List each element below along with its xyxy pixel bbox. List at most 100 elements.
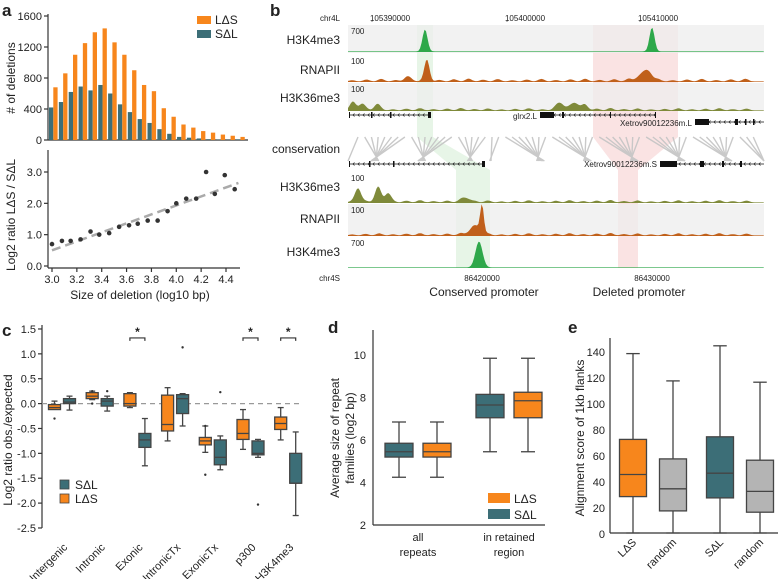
bar-SdL: [206, 139, 211, 140]
x-tick-label: Intergenic: [27, 541, 70, 579]
box-LdS-Intronic: [85, 389, 99, 405]
box: [618, 438, 648, 498]
exon: [540, 112, 554, 118]
data-point: [96, 232, 102, 237]
strand-arrow: [467, 162, 470, 166]
y-tick-label: 80: [593, 425, 605, 437]
box-random: [658, 380, 688, 534]
box-SdL-ExonicTx: [213, 390, 227, 471]
bar-LdS: [230, 135, 235, 140]
data-point: [88, 229, 93, 234]
exon: [393, 161, 395, 167]
strand-arrow: [638, 113, 641, 117]
x-tick-label: random: [731, 537, 766, 572]
bar-SdL: [108, 93, 113, 140]
conservation-link: [629, 136, 641, 162]
strand-arrow: [422, 113, 425, 117]
box: [422, 442, 452, 458]
strand-arrow: [452, 162, 455, 166]
y-tick-label: 3.0: [27, 167, 42, 179]
box-SdL-p300: [251, 438, 265, 506]
legend-label: SΔL: [215, 27, 238, 41]
conservation-link: [739, 136, 765, 162]
box-SdL-Intergenic: [62, 395, 77, 411]
strand-arrow: [427, 162, 430, 166]
bar-SdL: [137, 119, 142, 140]
chrom-label: chr4S: [319, 274, 340, 283]
box-SdL-Intronic: [100, 389, 114, 412]
strand-arrow: [748, 120, 751, 124]
y-tick-label: 60: [593, 451, 605, 463]
x-tick-label: p300: [233, 542, 259, 568]
significance-bracket: [280, 337, 297, 341]
box: [705, 436, 735, 499]
y-tick-label: 4: [360, 478, 366, 490]
strand-arrow: [367, 113, 370, 117]
y-tick-label: 1.0: [21, 349, 36, 361]
exon: [700, 161, 704, 167]
y-axis-label: # of deletions: [4, 42, 18, 113]
significance-star: *: [286, 325, 291, 339]
track-label: RNAPII: [300, 63, 340, 77]
conserved-promoter-label: Conserved promoter: [429, 285, 538, 299]
box: [289, 452, 303, 484]
y-tick-label: 8: [360, 393, 366, 405]
exon: [369, 161, 371, 167]
strand-arrow: [558, 113, 561, 117]
box-SdL-Exonic: [138, 417, 152, 467]
strand-arrow: [728, 120, 731, 124]
h3k36me3-S-signal: [348, 186, 764, 203]
strand-arrow: [743, 162, 746, 166]
y-tick-label: -1.0: [17, 448, 36, 460]
bar-LdS: [220, 134, 226, 140]
panel-letter-a: a: [2, 1, 12, 20]
data-point: [145, 218, 150, 223]
data-point: [183, 196, 189, 201]
panel-letter-e: e: [568, 318, 577, 337]
bar-SdL: [167, 133, 172, 140]
track-label: H3K4me3: [287, 245, 341, 259]
box-LdS-p300: [236, 408, 250, 451]
legend-swatch: [488, 509, 510, 519]
bar-SdL: [186, 137, 192, 140]
conservation-link: [466, 136, 486, 162]
strand-arrow: [618, 113, 621, 117]
strand-arrow: [407, 162, 410, 166]
data-point: [49, 241, 55, 247]
conservation-link: [417, 136, 453, 162]
bar-SdL: [98, 84, 103, 140]
box-LdS-IntronicTx: [160, 387, 175, 442]
gene-Xetrov-L: [695, 119, 764, 125]
y-tick-label: 0.0: [21, 399, 36, 411]
data-point: [59, 238, 65, 244]
y-tick-label: 2.0: [27, 198, 42, 210]
legend-swatch: [59, 493, 70, 504]
exon: [745, 119, 747, 125]
track-scale: 700: [351, 239, 365, 248]
significance-bracket: [242, 337, 259, 341]
x-tick-label: LΔS: [616, 537, 639, 560]
exon: [655, 112, 656, 118]
strand-arrow: [402, 113, 405, 117]
h3k4me3-S-signal: [348, 241, 764, 268]
legend-label: LΔS: [215, 13, 238, 27]
outlier-point: [181, 346, 184, 349]
significance-bracket: [129, 337, 146, 341]
strand-arrow: [392, 113, 395, 117]
strand-arrow: [402, 162, 405, 166]
panel-c: -2.5 -2.0 -1.5 -1.0 -0.5 0.0 0.5 1.0 1.5 Log2 rat…: [1, 324, 303, 579]
bar-SdL: [157, 129, 162, 140]
box-SdL-H3K4me3: [289, 431, 303, 517]
track-scale: 100: [351, 57, 365, 66]
bar-LdS: [161, 108, 166, 140]
bar-LdS: [210, 132, 216, 140]
x-tick-label: 3.6: [119, 274, 134, 286]
h3k36me3-L-signal: [348, 101, 764, 111]
exon: [695, 119, 709, 125]
strand-arrow: [417, 113, 420, 117]
exon: [390, 112, 392, 118]
strand-arrow: [573, 113, 576, 117]
ruler-label: 105400000: [505, 14, 546, 23]
x-tick-label: random: [644, 537, 679, 572]
